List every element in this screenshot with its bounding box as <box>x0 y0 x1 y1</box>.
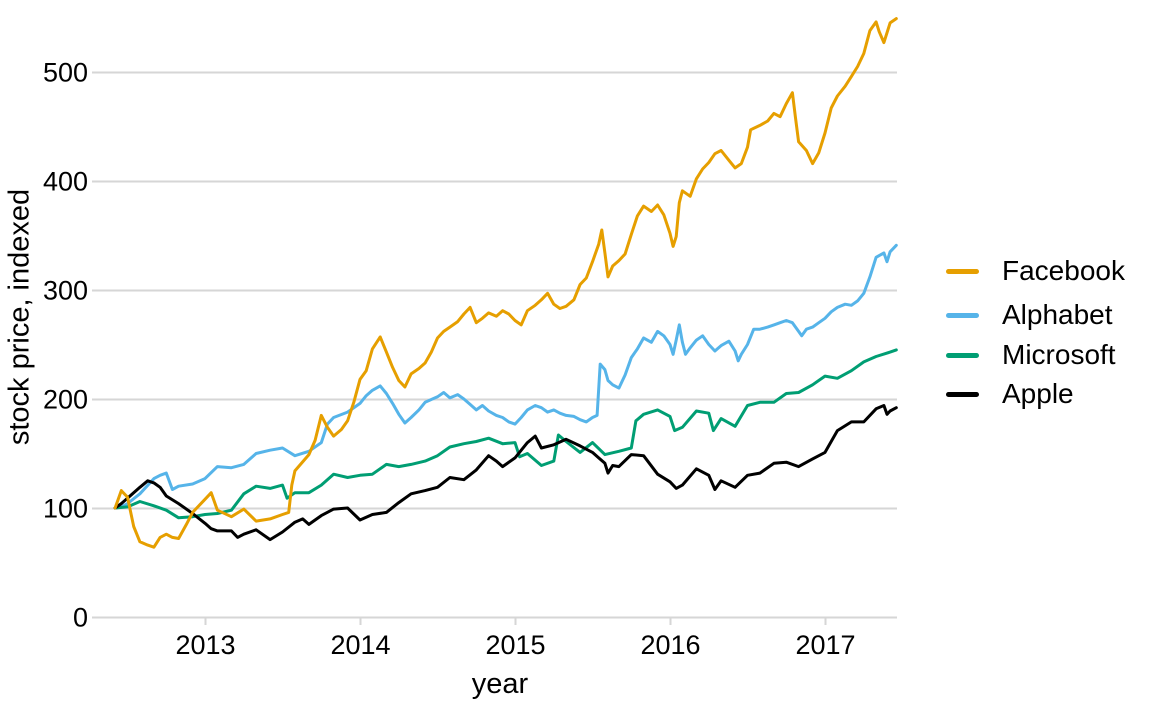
y-tick-label: 200 <box>42 384 88 414</box>
series-line-facebook <box>113 17 898 549</box>
legend-item-facebook: Facebook <box>946 257 1125 285</box>
y-tick-label: 500 <box>42 57 88 87</box>
y-tick-label: 400 <box>42 166 88 196</box>
legend-label: Microsoft <box>1002 339 1116 370</box>
legend-swatch-microsoft-icon <box>946 352 979 358</box>
legend-label: Apple <box>1002 378 1074 409</box>
series-line-apple <box>113 404 898 542</box>
legend-swatch-facebook-icon <box>946 268 979 274</box>
legend-label: Facebook <box>1002 255 1125 286</box>
x-tick-label: 2014 <box>330 630 391 660</box>
y-tick-label: 0 <box>72 602 88 632</box>
x-tick-label: 2017 <box>795 630 856 660</box>
series-line-alphabet <box>113 243 898 510</box>
x-tick-label: 2013 <box>175 630 236 660</box>
legend-label: Alphabet <box>1002 299 1113 330</box>
legend-item-microsoft: Microsoft <box>946 341 1116 369</box>
legend-item-apple: Apple <box>946 380 1074 408</box>
x-axis-title: year <box>471 668 529 700</box>
x-tick-label: 2015 <box>485 630 546 660</box>
series-line-microsoft <box>113 348 898 520</box>
legend-swatch-apple-icon <box>946 391 979 397</box>
y-tick-label: 300 <box>42 275 88 305</box>
legend-item-alphabet: Alphabet <box>946 301 1113 329</box>
x-tick-label: 2016 <box>640 630 701 660</box>
y-tick-label: 100 <box>42 493 88 523</box>
legend-swatch-alphabet-icon <box>946 312 979 318</box>
